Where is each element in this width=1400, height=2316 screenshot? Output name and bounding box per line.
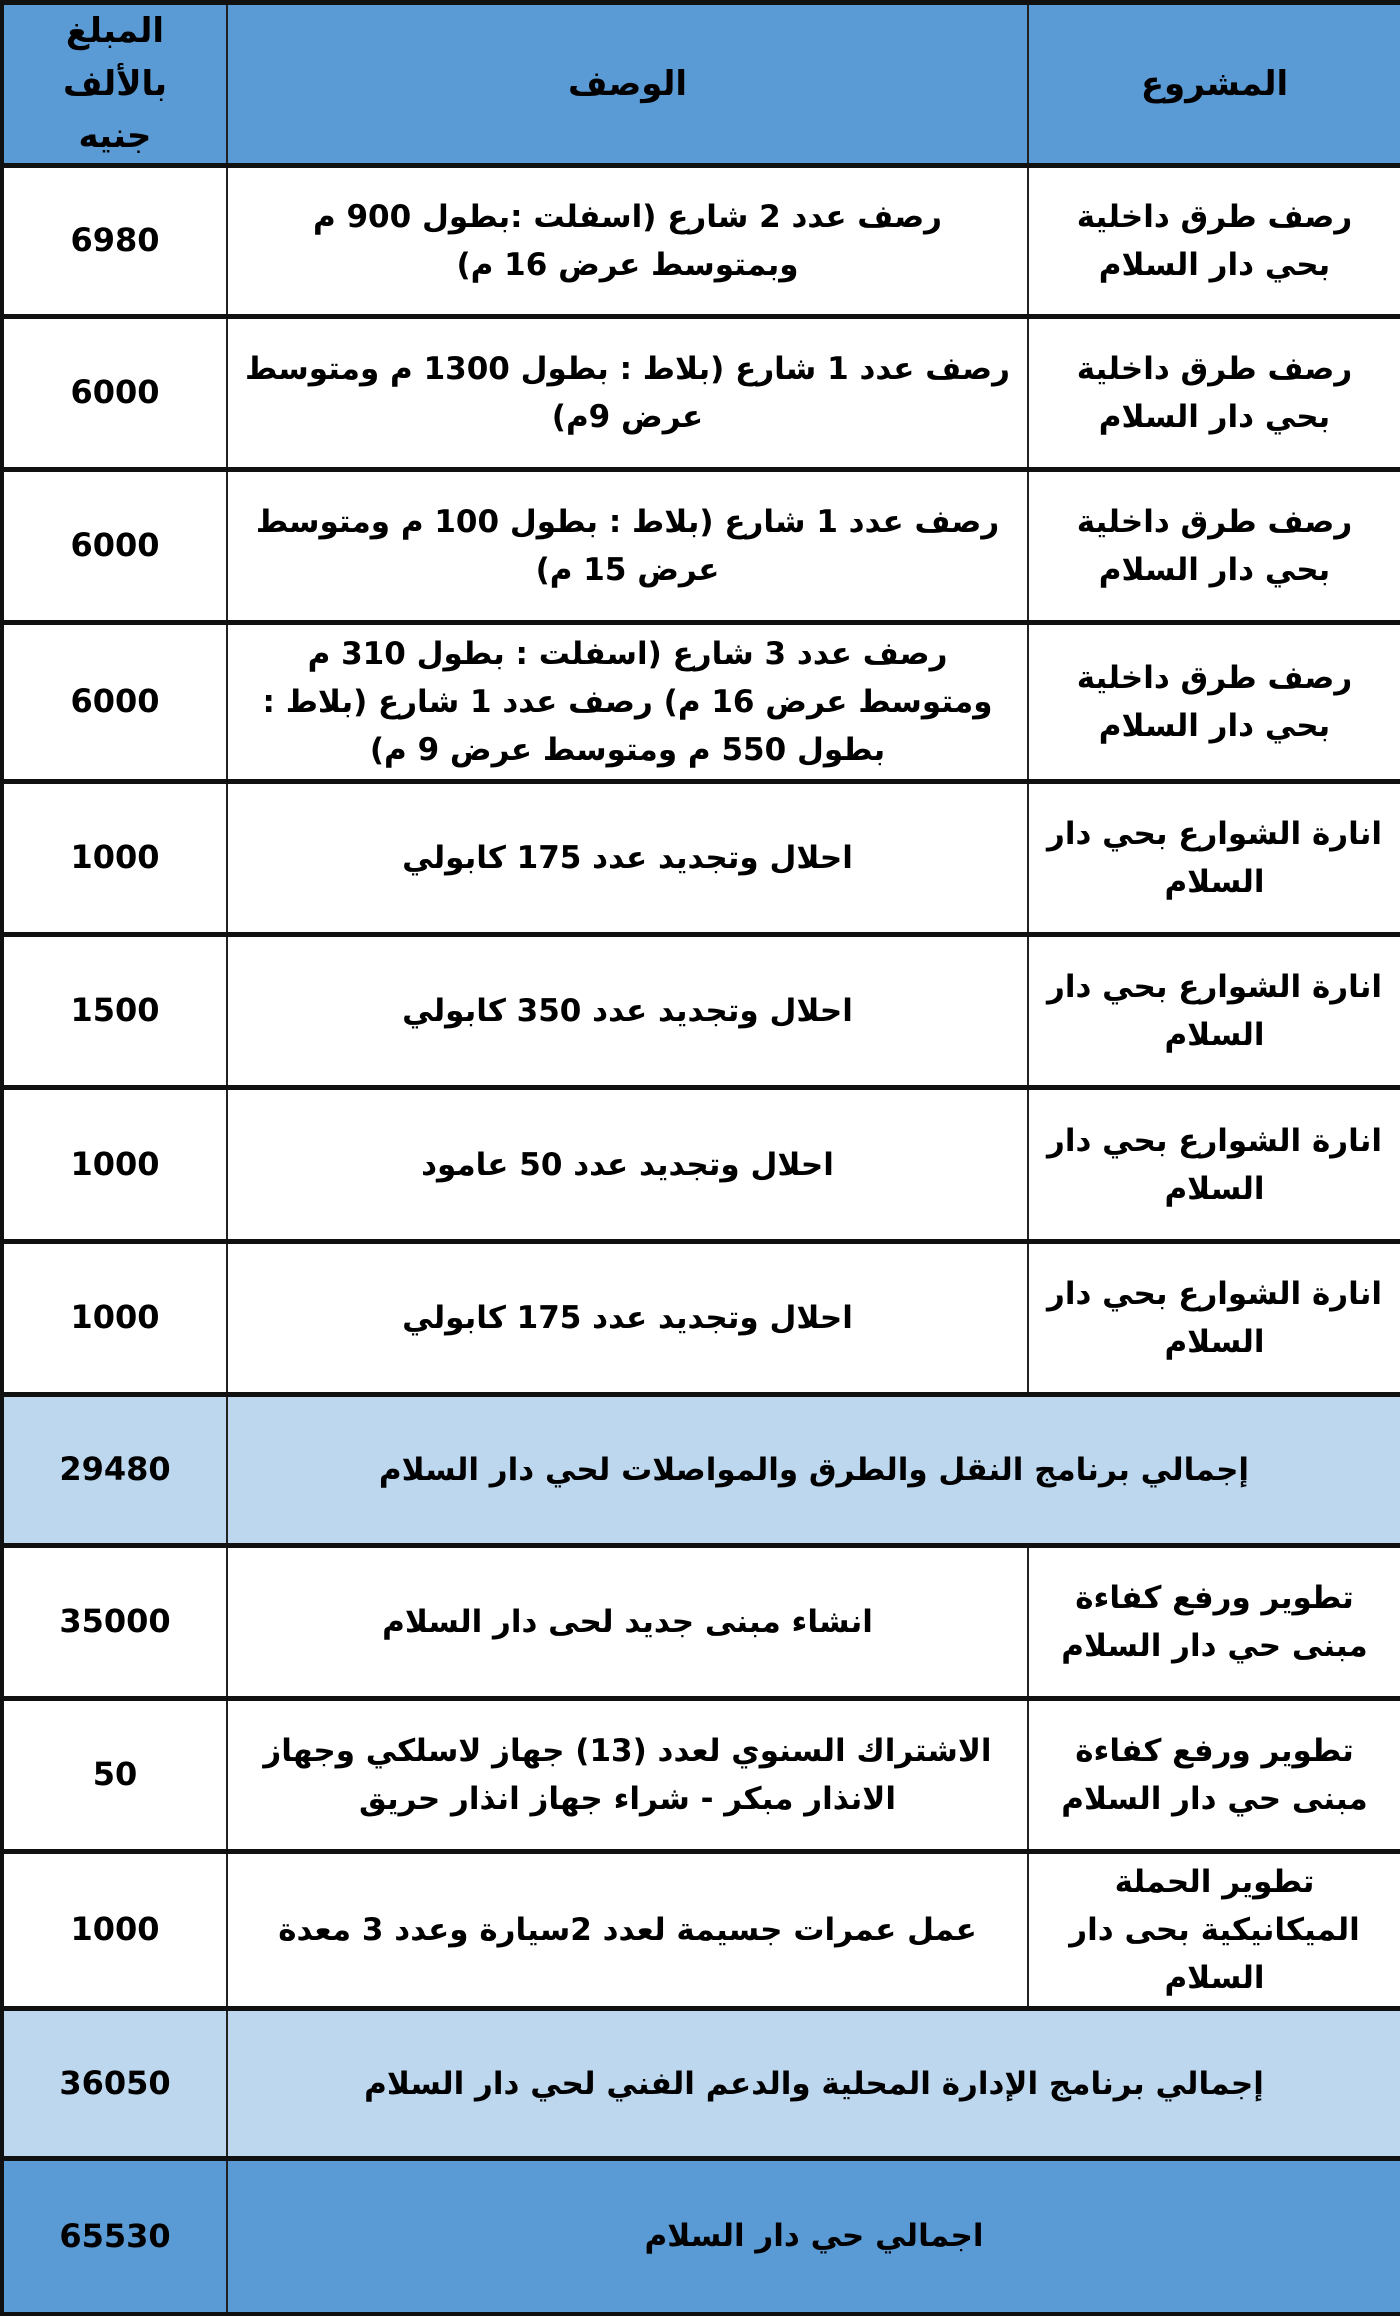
- amount-cell: 50: [1, 1697, 228, 1853]
- description-cell: انشاء مبنى جديد لحى دار السلام: [226, 1544, 1029, 1700]
- description-cell: احلال وتجديد عدد 175 كابولي: [226, 1240, 1029, 1396]
- header-project: المشروع: [1027, 1, 1400, 167]
- project-cell: رصف طرق داخلية بحي دار السلام: [1027, 315, 1400, 471]
- subtotal-label: إجمالي برنامج الإدارة المحلية والدعم الف…: [226, 2007, 1400, 2160]
- description-cell: احلال وتجديد عدد 350 كابولي: [226, 933, 1029, 1089]
- description-cell: رصف عدد 3 شارع (اسفلت : بطول 310 م ومتوس…: [226, 621, 1029, 783]
- description-cell: احلال وتجديد عدد 50 عامود: [226, 1086, 1029, 1243]
- amount-cell: 6000: [1, 621, 228, 783]
- table-row: رصف طرق داخلية بحي دار السلام رصف عدد 1 ش…: [1, 315, 1400, 471]
- amount-cell: 65530: [1, 2157, 228, 2315]
- table-row: انارة الشوارع بحي دار السلام احلال وتجديد…: [1, 933, 1400, 1089]
- table-row: انارة الشوارع بحي دار السلام احلال وتجديد…: [1, 1240, 1400, 1396]
- header-amount: المبلغ بالألف جنيه: [1, 1, 228, 167]
- amount-cell: 36050: [1, 2007, 228, 2160]
- table-row: رصف طرق داخلية بحي دار السلام رصف عدد 3 ش…: [1, 621, 1400, 783]
- description-cell: احلال وتجديد عدد 175 كابولي: [226, 780, 1029, 936]
- amount-cell: 1500: [1, 933, 228, 1089]
- amount-cell: 6980: [1, 164, 228, 318]
- project-cell: تطوير الحملة الميكانيكية بحى دار السلام: [1027, 1850, 1400, 2010]
- project-cell: رصف طرق داخلية بحي دار السلام: [1027, 468, 1400, 624]
- table-row: تطوير ورفع كفاءة مبنى حي دار السلام انشاء…: [1, 1544, 1400, 1700]
- amount-cell: 6000: [1, 468, 228, 624]
- table-row: انارة الشوارع بحي دار السلام احلال وتجديد…: [1, 1086, 1400, 1243]
- subtotal-row: إجمالي برنامج النقل والطرق والمواصلات لح…: [1, 1393, 1400, 1547]
- description-cell: عمل عمرات جسيمة لعدد 2سيارة وعدد 3 معدة: [226, 1850, 1029, 2010]
- amount-cell: 1000: [1, 1240, 228, 1396]
- total-label: اجمالي حي دار السلام: [226, 2157, 1400, 2315]
- subtotal-row: إجمالي برنامج الإدارة المحلية والدعم الف…: [1, 2007, 1400, 2160]
- project-cell: انارة الشوارع بحي دار السلام: [1027, 1240, 1400, 1396]
- project-cell: رصف طرق داخلية بحي دار السلام: [1027, 164, 1400, 318]
- header-row: المشروع الوصف المبلغ بالألف جنيه: [1, 1, 1400, 167]
- total-row: اجمالي حي دار السلام 65530: [1, 2157, 1400, 2315]
- table-row: تطوير الحملة الميكانيكية بحى دار السلام ع…: [1, 1850, 1400, 2010]
- table-row: رصف طرق داخلية بحي دار السلام رصف عدد 2 ش…: [1, 164, 1400, 318]
- project-cell: تطوير ورفع كفاءة مبنى حي دار السلام: [1027, 1697, 1400, 1853]
- amount-cell: 1000: [1, 1086, 228, 1243]
- table-row: رصف طرق داخلية بحي دار السلام رصف عدد 1 ش…: [1, 468, 1400, 624]
- table-row: تطوير ورفع كفاءة مبنى حي دار السلام الاشت…: [1, 1697, 1400, 1853]
- amount-cell: 29480: [1, 1393, 228, 1547]
- description-cell: الاشتراك السنوي لعدد (13) جهاز لاسلكي وج…: [226, 1697, 1029, 1853]
- project-cell: انارة الشوارع بحي دار السلام: [1027, 1086, 1400, 1243]
- amount-cell: 1000: [1, 780, 228, 936]
- amount-cell: 1000: [1, 1850, 228, 2010]
- project-cell: تطوير ورفع كفاءة مبنى حي دار السلام: [1027, 1544, 1400, 1700]
- amount-cell: 6000: [1, 315, 228, 471]
- table-row: انارة الشوارع بحي دار السلام احلال وتجديد…: [1, 780, 1400, 936]
- project-cell: انارة الشوارع بحي دار السلام: [1027, 780, 1400, 936]
- subtotal-label: إجمالي برنامج النقل والطرق والمواصلات لح…: [226, 1393, 1400, 1547]
- description-cell: رصف عدد 2 شارع (اسفلت :بطول 900 م وبمتوس…: [226, 164, 1029, 318]
- description-cell: رصف عدد 1 شارع (بلاط : بطول 1300 م ومتوس…: [226, 315, 1029, 471]
- project-cell: رصف طرق داخلية بحي دار السلام: [1027, 621, 1400, 783]
- project-cell: انارة الشوارع بحي دار السلام: [1027, 933, 1400, 1089]
- amount-cell: 35000: [1, 1544, 228, 1700]
- header-description: الوصف: [226, 1, 1029, 167]
- description-cell: رصف عدد 1 شارع (بلاط : بطول 100 م ومتوسط…: [226, 468, 1029, 624]
